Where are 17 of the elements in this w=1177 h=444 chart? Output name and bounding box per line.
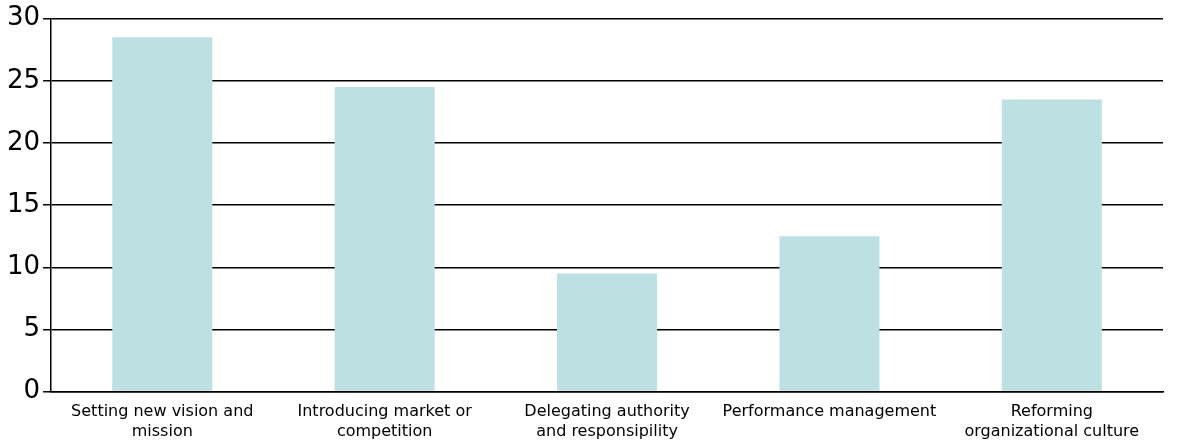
bar — [557, 273, 658, 391]
x-tick-label: Introducing market or competition — [297, 401, 473, 440]
y-tick-label: 20 — [6, 125, 41, 156]
y-tick-label: 10 — [6, 250, 41, 281]
bar — [112, 37, 213, 391]
y-tick-label: 30 — [6, 1, 41, 32]
y-tick-label: 0 — [23, 374, 41, 405]
y-tick-label: 5 — [23, 312, 41, 343]
x-tick-label: Delegating authority and responsipility — [524, 401, 690, 440]
bar — [1001, 99, 1102, 391]
y-tick-label: 15 — [6, 187, 41, 218]
bar — [779, 236, 880, 391]
x-tick-label: Performance management — [722, 401, 937, 421]
bar — [334, 86, 435, 391]
x-tick-label: Setting new vision and mission — [71, 401, 254, 440]
y-tick-label: 25 — [6, 63, 41, 94]
x-tick-label: Reforming organizational culture — [964, 401, 1140, 440]
